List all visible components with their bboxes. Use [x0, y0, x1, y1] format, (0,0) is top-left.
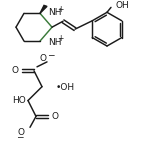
Polygon shape [40, 5, 47, 13]
Text: •OH: •OH [56, 83, 75, 92]
Text: O: O [11, 66, 18, 75]
Text: O: O [52, 112, 59, 121]
Text: −: − [16, 132, 24, 141]
Text: NH: NH [48, 38, 61, 46]
Text: −: − [47, 50, 55, 59]
Text: NH: NH [48, 8, 61, 17]
Text: OH: OH [115, 1, 129, 10]
Text: O: O [40, 54, 47, 63]
Text: HO: HO [12, 96, 26, 105]
Text: O: O [18, 128, 25, 137]
Text: +: + [57, 34, 63, 43]
Text: +: + [57, 5, 63, 14]
